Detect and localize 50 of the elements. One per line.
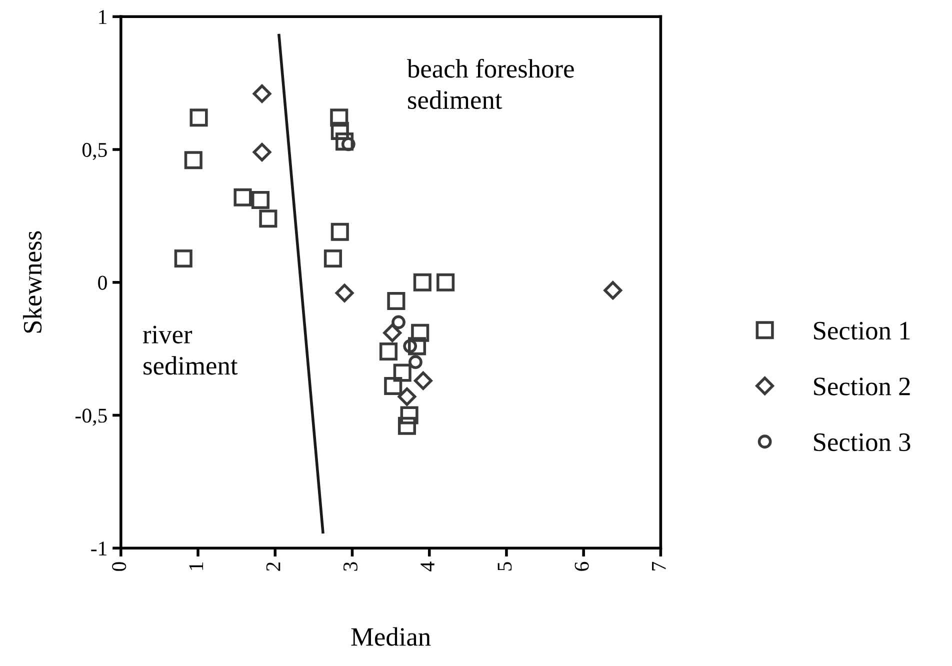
point	[408, 337, 426, 356]
y-axis-title: Skewness	[23, 231, 42, 333]
point	[379, 342, 398, 361]
x-tick-label: 6	[574, 562, 589, 571]
x-tick-label: 0	[112, 562, 126, 571]
point	[393, 364, 412, 382]
point	[330, 122, 349, 140]
point	[400, 406, 418, 424]
y-tick-label: 0	[98, 276, 107, 290]
point	[384, 376, 402, 396]
x-tick-label: 1	[189, 562, 204, 570]
legend-label: Section 1	[814, 322, 910, 340]
annotation: beach foreshore sediment	[406, 58, 574, 109]
point	[398, 416, 416, 435]
point	[252, 84, 272, 103]
point	[335, 284, 354, 302]
point	[234, 188, 252, 206]
x-tick-label: 5	[498, 562, 512, 571]
point	[392, 315, 406, 330]
x-tick-label: 3	[343, 562, 358, 571]
x-tick-label: 2	[266, 562, 280, 571]
legend-label: Section 3	[814, 433, 910, 452]
point	[251, 190, 270, 210]
y-tick-label: 0,5	[82, 142, 107, 160]
point	[330, 108, 348, 127]
x-axis-title: Median	[351, 627, 431, 646]
y-tick-label: 1	[99, 10, 106, 24]
point	[174, 249, 192, 268]
y-tick-label: -0,5	[76, 408, 107, 426]
point	[383, 324, 402, 342]
x-tick-label: 7	[652, 562, 666, 570]
point	[252, 142, 272, 162]
point	[398, 387, 416, 406]
x-tick-label: 4	[420, 562, 434, 572]
point	[259, 210, 278, 228]
point	[330, 222, 349, 241]
point	[324, 249, 342, 268]
point	[436, 273, 455, 292]
point	[604, 281, 622, 300]
point	[414, 371, 432, 390]
point	[387, 292, 406, 310]
point	[336, 132, 354, 151]
point	[411, 324, 430, 342]
legend-label: Section 2	[814, 378, 910, 396]
y-tick-label: -1	[91, 542, 106, 556]
point	[184, 151, 202, 170]
annotation: river sediment	[143, 326, 238, 375]
point	[408, 355, 422, 370]
point	[413, 273, 432, 292]
point	[190, 108, 208, 127]
